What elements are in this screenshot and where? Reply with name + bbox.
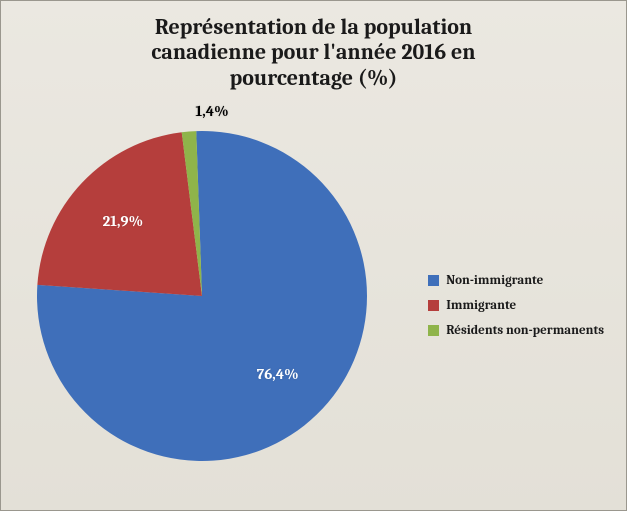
legend-item: Non-immigrante: [428, 273, 604, 288]
pie-svg: [37, 131, 367, 461]
title-line-0: Représentation de la population: [41, 15, 586, 40]
slice-value-2: 1,4%: [195, 102, 228, 120]
legend-item: Résidents non-permanents: [428, 323, 604, 338]
legend-item: Immigrante: [428, 298, 604, 313]
title-line-1: canadienne pour l'année 2016 en: [41, 40, 586, 65]
slice-value-1: 21,9%: [103, 212, 144, 230]
legend-label-0: Non-immigrante: [446, 273, 543, 288]
legend-swatch-1: [428, 300, 439, 311]
legend-swatch-0: [428, 275, 439, 286]
legend-label-1: Immigrante: [446, 298, 516, 313]
legend-label-2: Résidents non-permanents: [446, 323, 604, 338]
pie-chart: 76,4%21,9%1,4%: [37, 131, 367, 461]
legend-swatch-2: [428, 325, 439, 336]
legend: Non-immigrante Immigrante Résidents non-…: [428, 263, 604, 348]
slice-value-0: 76,4%: [257, 365, 299, 383]
chart-title: Représentation de la population canadien…: [1, 1, 626, 91]
title-line-2: pourcentage (%): [41, 66, 586, 91]
